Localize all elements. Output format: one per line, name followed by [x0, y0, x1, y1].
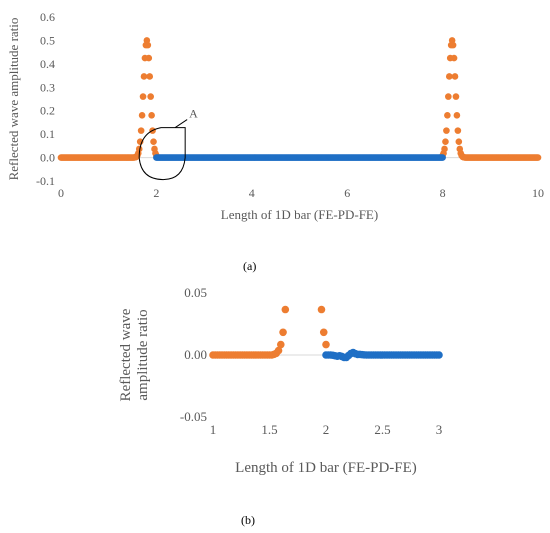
data-point: [135, 145, 143, 153]
x-tick-label: 10: [532, 186, 544, 200]
data-point: [274, 346, 283, 355]
data-point: [454, 127, 462, 134]
data-point: [147, 93, 154, 100]
y-tick-label: 0.4: [40, 57, 55, 71]
panel-label-a: (a): [243, 259, 257, 273]
data-point: [150, 138, 157, 146]
y-tick-label: 0.05: [184, 285, 207, 300]
data-point: [146, 73, 154, 80]
data-point: [145, 54, 153, 62]
chart-b: -0.05 0.00 0.05 1 1.5 2 2.5 3 Length of 1D bar (…: [118, 285, 443, 476]
y-tick-label: 0.5: [40, 33, 55, 47]
x-axis-title: Length of 1D bar (FE-PD-FE): [221, 207, 378, 222]
y-tick-label: 0.6: [40, 10, 55, 24]
data-point: [442, 138, 449, 146]
x-tick-label: 6: [344, 186, 350, 200]
annotation-leader: [174, 119, 188, 128]
y-tick-label: 0.2: [40, 104, 55, 118]
panel-label-b: (b): [241, 513, 255, 527]
data-point: [139, 93, 147, 100]
data-point: [319, 328, 328, 337]
data-point: [534, 154, 542, 161]
x-tick-label: 2.5: [374, 422, 390, 437]
data-point: [451, 73, 459, 80]
data-point: [138, 112, 146, 119]
data-point: [441, 145, 448, 153]
x-tick-label: 2: [323, 422, 330, 437]
annotation-callout: [138, 127, 186, 181]
x-tick-label: 8: [440, 186, 446, 200]
data-point: [281, 305, 290, 314]
data-point: [277, 340, 285, 349]
y-tick-label: -0.05: [180, 409, 207, 424]
x-axis-title: Length of 1D bar (FE-PD-FE): [235, 460, 417, 476]
y-axis-title: Reflected wave amplitude ratio: [6, 18, 21, 181]
data-point: [453, 112, 461, 119]
data-point: [144, 41, 152, 49]
data-point: [443, 127, 450, 134]
y-tick-label: 0.3: [40, 80, 55, 94]
data-point: [445, 73, 453, 80]
y-tick-label: 0.1: [40, 127, 55, 141]
x-tick-label: 1.5: [261, 422, 277, 437]
data-point: [455, 138, 463, 146]
annotation-label: A: [189, 107, 198, 121]
data-point: [140, 73, 148, 80]
chart-a: -0.1 0.0 0.1 0.2 0.3 0.4 0.5 0.6 0 2 4 6 8 10 Length o…: [6, 10, 544, 222]
data-point: [439, 154, 446, 161]
y-tick-label: 0.0: [40, 151, 55, 165]
data-point: [317, 305, 326, 314]
data-point: [279, 328, 287, 337]
x-tick-label: 4: [249, 186, 255, 200]
data-point: [452, 93, 460, 100]
data-point: [435, 351, 443, 359]
x-tick-label: 3: [436, 422, 443, 437]
y-axis-title: amplitude ratio: [135, 309, 151, 400]
data-point: [322, 340, 330, 349]
x-tick-label: 1: [210, 422, 217, 437]
data-point: [137, 127, 145, 134]
data-point: [148, 112, 155, 119]
data-point: [449, 41, 457, 49]
y-tick-label: -0.1: [36, 174, 55, 188]
y-tick-label: 0.00: [184, 347, 207, 362]
data-point: [445, 93, 452, 100]
x-tick-label: 0: [58, 186, 64, 200]
data-point: [444, 112, 451, 119]
x-tick-label: 2: [153, 186, 159, 200]
data-point: [450, 54, 458, 62]
y-axis-title: Reflected wave: [118, 308, 134, 401]
